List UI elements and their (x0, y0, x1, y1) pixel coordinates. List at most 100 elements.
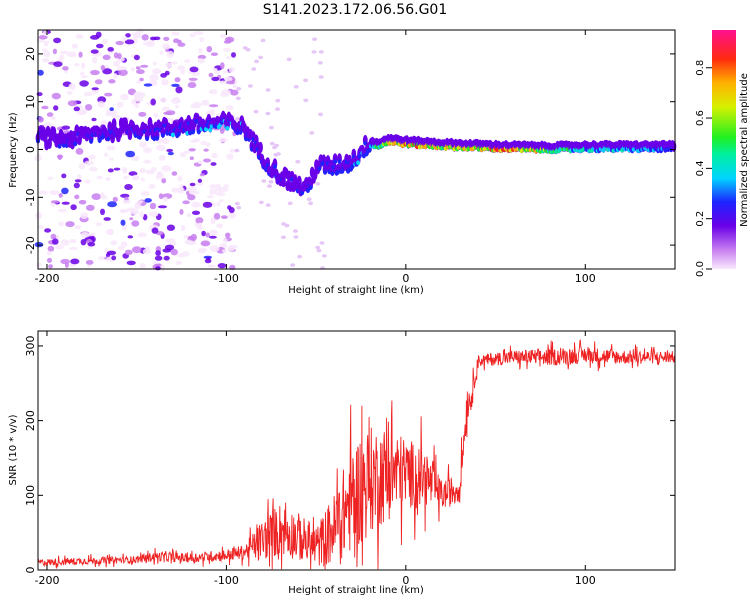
spectrogram-cell (101, 38, 109, 45)
snr-series-line (37, 339, 676, 570)
spectrogram-cell (162, 137, 170, 145)
spectrogram-cell (221, 89, 231, 96)
spectrogram-cell (47, 245, 55, 252)
spectrogram-ytick-label: 10 (24, 95, 37, 109)
spectrogram-cell (109, 107, 114, 111)
colorbar-tick-label: 0.2 (695, 211, 706, 227)
spectrogram-cell (170, 61, 178, 65)
spectrogram-cell (68, 83, 76, 90)
spectrogram-cell (85, 260, 94, 265)
spectrogram-cell (69, 246, 78, 251)
spectrogram-cell (113, 73, 118, 80)
spectrogram-cell (61, 201, 70, 205)
spectrogram-cell (139, 168, 146, 174)
spectrogram-cell (149, 202, 157, 210)
spectrogram-cell (275, 98, 281, 103)
spectrogram-cell (43, 40, 50, 45)
spectrogram-cell (151, 227, 159, 234)
spectrogram-cell (319, 241, 325, 245)
spectrogram-cell (209, 229, 218, 236)
spectrogram-cell (132, 246, 142, 254)
spectrogram-cell (131, 32, 142, 37)
figure-title: S141.2023.172.06.56.G01 (263, 2, 448, 18)
spectrogram-cell (160, 73, 168, 78)
spectrogram-cell (37, 69, 44, 76)
spectrogram-cell (174, 77, 181, 83)
spectrogram-cell (107, 201, 117, 208)
spectrogram-cell (267, 184, 272, 188)
spectrogram-cell (106, 145, 116, 151)
spectrogram-cell (80, 239, 87, 246)
spectrogram-cell (251, 67, 257, 71)
spectrogram-cell (60, 258, 70, 265)
spectrogram-cell (223, 186, 229, 192)
spectrogram-cell (191, 201, 201, 208)
spectrogram-cell (61, 187, 69, 195)
spectrogram-cell (53, 37, 62, 44)
spectrogram-cell (225, 105, 234, 111)
spectrogram-cell (367, 147, 372, 153)
spectrogram-cell (171, 171, 178, 176)
spectrogram-cell (52, 238, 59, 245)
spectrogram-cell (143, 147, 152, 154)
spectrogram-cell (53, 61, 63, 67)
spectrogram-cell (315, 245, 321, 250)
spectrogram-cell (58, 193, 63, 198)
snr-xtick-label: -200 (34, 574, 59, 587)
spectrogram-cell (43, 121, 53, 129)
spectrogram-cell (164, 244, 175, 251)
spectrogram-cell (129, 217, 134, 221)
spectrogram-cell (182, 200, 190, 205)
spectrogram-cell (189, 156, 194, 160)
spectrogram-cell (196, 182, 204, 186)
spectrogram-cell (293, 85, 299, 89)
spectrogram-cell (323, 169, 328, 175)
spectrogram-cell (197, 178, 203, 183)
spectrogram-cell (35, 212, 43, 220)
spectrogram-cell (153, 36, 161, 41)
spectrogram-cell (182, 251, 190, 257)
spectrogram-cell (253, 109, 259, 114)
spectrogram-cell (66, 90, 73, 95)
spectrogram-cell (155, 135, 160, 141)
spectrogram-cell (152, 68, 162, 75)
spectrogram-cell (125, 150, 136, 158)
spectrogram-cell (144, 198, 152, 203)
spectrogram-cell (234, 201, 240, 206)
spectrogram-cell (363, 140, 368, 146)
spectrogram-cell (109, 157, 114, 161)
spectrogram-cell (293, 235, 299, 239)
spectrogram-cell (187, 194, 196, 201)
spectrogram-cell (193, 31, 204, 35)
spectrogram-cell (195, 217, 204, 224)
spectrogram-cell (74, 63, 80, 67)
spectrogram-cell (204, 126, 208, 132)
spectrogram-cell (120, 193, 130, 198)
spectrogram-cell (222, 70, 229, 74)
spectrogram-cell (84, 160, 95, 166)
spectrogram-cell (134, 103, 140, 108)
spectrogram-cell (187, 82, 197, 89)
spectrogram-cell (57, 154, 63, 161)
spectrogram-cell (209, 235, 217, 239)
spectrogram-cell (197, 248, 206, 254)
spectrogram-cell (73, 182, 80, 189)
spectrogram-cell (162, 196, 168, 202)
spectrogram-cell (303, 98, 309, 103)
spectrogram-cell (139, 211, 145, 218)
spectrogram-cell (139, 132, 144, 137)
spectrogram-cell (51, 92, 61, 100)
spectrogram-cell (70, 204, 77, 211)
spectrogram-cell (65, 221, 75, 228)
spectrogram-cell (337, 159, 342, 164)
spectrogram-cell (166, 224, 175, 231)
spectrogram-cell (175, 86, 183, 94)
spectrogram-cell (47, 176, 54, 180)
spectrogram-cell (113, 60, 121, 67)
spectrogram-cell (295, 159, 301, 164)
spectrogram-cell (163, 255, 170, 261)
spectrogram-cell (161, 165, 172, 172)
spectrogram-cell (261, 179, 267, 183)
spectrogram-cell (102, 54, 111, 60)
